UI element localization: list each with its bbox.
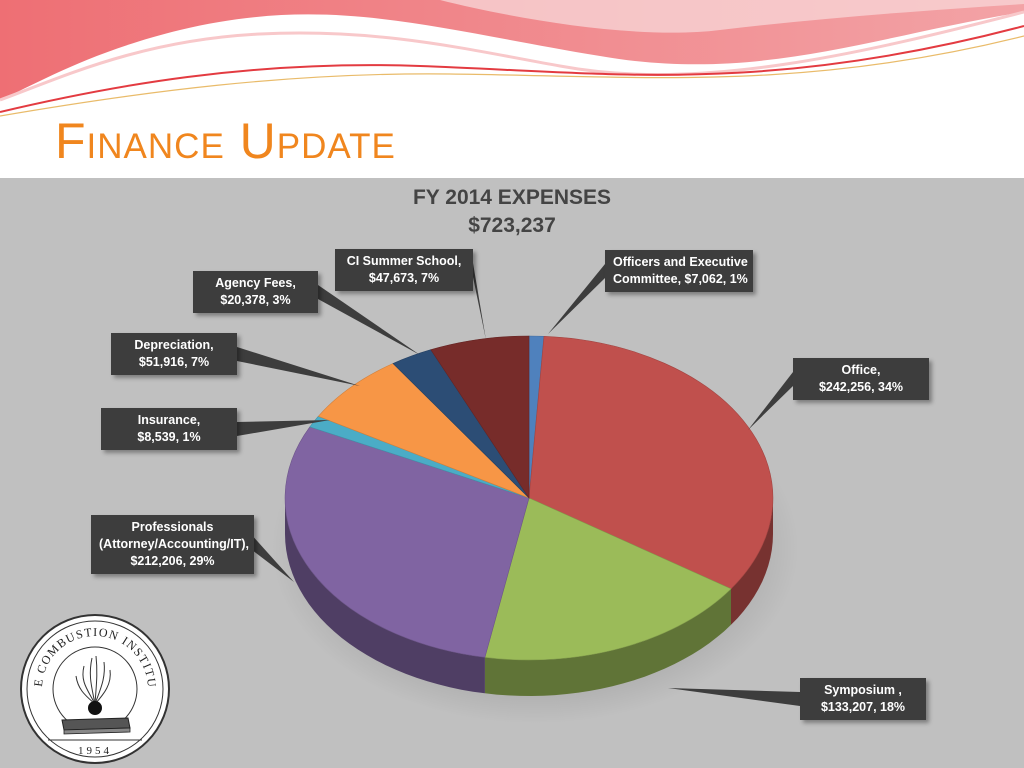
pie-slice-symposium [484, 497, 732, 661]
seal-year: 1954 [78, 745, 112, 757]
pie-slice-office [528, 335, 774, 590]
data-label-line: Officers and Executive [613, 255, 748, 269]
leader-line [318, 285, 420, 355]
chart-title: FY 2014 EXPENSES [412, 186, 612, 209]
data-label-line: Professionals [131, 520, 214, 534]
data-label-line: $47,673, 7% [368, 271, 440, 285]
slide-header: Finance Update [0, 0, 1024, 178]
data-label-symposium: Symposium , $133,207, 18% [800, 678, 926, 720]
book-icon [61, 717, 131, 735]
chart-subtitle: $723,237 [468, 214, 556, 237]
pie-slice-ci-summer-school [430, 335, 530, 499]
data-label-line: Office, [841, 363, 881, 377]
data-label-professionals-attorney-accounting-it-: Professionals (Attorney/Accounting/IT), $2… [91, 515, 254, 574]
leader-line [668, 688, 800, 706]
slide-title: Finance Update [55, 113, 396, 169]
data-label-line: $20,378, 3% [220, 293, 291, 307]
header-wave-decoration [0, 0, 1024, 117]
pie-side-symposium [484, 588, 731, 696]
data-label-line: (Attorney/Accounting/IT), [99, 537, 249, 551]
pie-slice-depreciation [317, 363, 530, 499]
pie-side-office [731, 498, 773, 625]
data-label-line: Depreciation, [134, 338, 214, 352]
combustion-institute-seal: THE COMBUSTION INSTITUTE 1954 [18, 612, 170, 764]
data-label-line: Insurance, [137, 413, 201, 427]
data-label-line: Committee, $7,062, 1% [613, 272, 748, 286]
data-label-depreciation: Depreciation, $51,916, 7% [111, 333, 237, 375]
data-label-line: $133,207, 18% [820, 700, 906, 714]
data-label-ci-summer-school: CI Summer School, $47,673, 7% [335, 249, 473, 291]
leader-line [237, 347, 360, 386]
data-label-line: $212,206, 29% [130, 554, 215, 568]
leader-line [548, 264, 605, 334]
orb-icon [88, 701, 102, 715]
data-label-office: Office, $242,256, 34% [793, 358, 929, 400]
leader-line [237, 420, 330, 436]
leader-line [473, 263, 486, 340]
data-label-line: CI Summer School, [346, 254, 462, 268]
data-label-insurance: Insurance, $8,539, 1% [101, 408, 237, 450]
data-label-line: $51,916, 7% [138, 355, 210, 369]
data-label-officers-and-executive-committee: Officers and Executive Committee, $7,062,… [605, 250, 753, 292]
chart-title-block: FY 2014 EXPENSES $723,237 [312, 184, 712, 240]
data-label-line: $8,539, 1% [137, 430, 201, 444]
leader-line [748, 372, 793, 430]
pie-side-professionals-attorney-accounting-it- [285, 498, 485, 694]
data-label-line: Agency Fees, [215, 276, 296, 290]
leader-line [254, 537, 294, 582]
data-label-line: $242,256, 34% [818, 380, 904, 394]
data-label-agency-fees: Agency Fees, $20,378, 3% [193, 271, 318, 313]
pie-slice-professionals-attorney-accounting-it- [284, 426, 530, 658]
data-label-line: Symposium , [824, 683, 902, 697]
